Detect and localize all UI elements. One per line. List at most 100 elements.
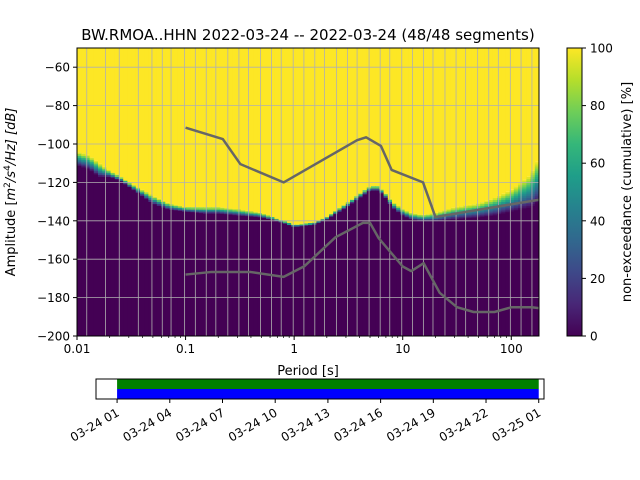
heatmap-cell xyxy=(404,213,410,216)
heatmap-cell xyxy=(261,214,267,216)
heatmap-cell xyxy=(362,190,368,193)
heatmap-cell xyxy=(77,157,82,160)
heatmap-cell xyxy=(417,214,422,216)
heatmap-cell xyxy=(408,213,414,216)
heatmap-cell xyxy=(240,48,246,211)
timeline-tick-label: 03-24 19 xyxy=(384,405,438,444)
heatmap-cell xyxy=(270,218,275,220)
heatmap-cell xyxy=(501,211,506,214)
heatmap-cell xyxy=(505,201,511,204)
heatmap-cell xyxy=(438,48,443,212)
heatmap-cell xyxy=(287,224,292,336)
heatmap-cell xyxy=(89,159,95,162)
heatmap-cell xyxy=(123,180,128,181)
heatmap-cell xyxy=(77,155,82,158)
heatmap-cell xyxy=(123,182,128,185)
heatmap-cell xyxy=(530,201,536,204)
heatmap-cell xyxy=(350,199,355,201)
heatmap-cell xyxy=(228,213,233,215)
heatmap-cell xyxy=(387,199,393,202)
heatmap-cell xyxy=(333,48,338,211)
heatmap-cell xyxy=(492,197,498,199)
heatmap-cell xyxy=(417,215,422,218)
heatmap-cell xyxy=(522,197,527,201)
heatmap-cell xyxy=(140,193,145,197)
heatmap-cell xyxy=(320,218,326,220)
heatmap-cell xyxy=(413,215,418,218)
heatmap-cell xyxy=(228,208,233,210)
heatmap-cell xyxy=(102,167,107,170)
heatmap-cell xyxy=(513,188,519,191)
heatmap-cell xyxy=(446,215,452,218)
heatmap-cell xyxy=(114,178,120,180)
heatmap-cell xyxy=(295,48,301,225)
heatmap-cell xyxy=(261,217,267,336)
heatmap-cell xyxy=(299,224,305,227)
heatmap-cell xyxy=(316,48,322,221)
heatmap-cell xyxy=(434,218,439,222)
heatmap-cell xyxy=(480,202,485,204)
heatmap-cell xyxy=(144,48,149,193)
heatmap-cell xyxy=(476,48,481,204)
heatmap-cell xyxy=(530,48,536,171)
heatmap-cell xyxy=(509,189,515,191)
heatmap-cell xyxy=(434,213,439,216)
heatmap-cell xyxy=(350,199,355,202)
heatmap-cell xyxy=(266,48,271,216)
timeline-tick-label: 03-24 07 xyxy=(173,405,227,444)
heatmap-cell xyxy=(165,207,170,210)
heatmap-cell xyxy=(169,48,175,205)
heatmap-cell xyxy=(156,199,162,202)
heatmap-cell xyxy=(534,176,539,179)
heatmap-cell xyxy=(480,203,485,206)
heatmap-cell xyxy=(513,192,519,195)
heatmap-cell xyxy=(522,184,527,187)
heatmap-cell xyxy=(245,210,250,212)
heatmap-cell xyxy=(249,215,254,217)
heatmap-cell xyxy=(476,217,481,336)
heatmap-cell xyxy=(467,48,473,205)
heatmap-cell xyxy=(434,216,439,220)
heatmap-cell xyxy=(387,48,393,199)
heatmap-cell xyxy=(497,209,502,212)
heatmap-cell xyxy=(492,203,498,206)
heatmap-cell xyxy=(526,192,532,195)
heatmap-cell xyxy=(518,192,523,195)
heatmap-cell xyxy=(518,205,523,208)
heatmap-cell xyxy=(476,207,481,210)
heatmap-cell xyxy=(492,209,498,212)
heatmap-cell xyxy=(362,48,368,191)
heatmap-cell xyxy=(400,214,406,336)
heatmap-cell xyxy=(492,214,498,336)
heatmap-cell xyxy=(81,161,86,164)
heatmap-cell xyxy=(177,206,183,208)
heatmap-cell xyxy=(308,48,313,224)
heatmap-cell xyxy=(522,205,527,208)
heatmap-cell xyxy=(303,48,309,224)
heatmap-cell xyxy=(77,163,82,166)
heatmap-cell xyxy=(85,163,91,166)
heatmap-cell xyxy=(505,212,511,336)
heatmap-cell xyxy=(127,186,133,188)
heatmap-cell xyxy=(501,207,506,210)
heatmap-cell xyxy=(467,207,473,210)
heatmap-cell xyxy=(337,211,343,336)
timeline-tick-label: 03-24 01 xyxy=(68,405,122,444)
heatmap-cell xyxy=(165,205,170,208)
heatmap-cell xyxy=(505,197,511,201)
x-tick-label: 0.01 xyxy=(64,342,91,356)
heatmap-cell xyxy=(450,48,456,208)
heatmap-cell xyxy=(144,198,149,336)
heatmap-cell xyxy=(526,188,532,191)
heatmap-cell xyxy=(480,209,485,212)
heatmap-cell xyxy=(417,48,422,215)
heatmap-cell xyxy=(291,224,296,226)
y-tick-label: −120 xyxy=(37,176,70,190)
heatmap-cell xyxy=(526,176,532,178)
heatmap-cell xyxy=(480,48,485,203)
heatmap-cell xyxy=(228,48,233,209)
heatmap-cell xyxy=(211,213,217,336)
heatmap-cell xyxy=(530,190,536,193)
